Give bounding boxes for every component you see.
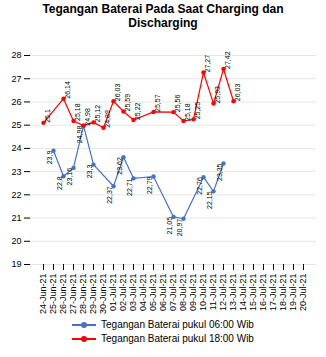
svg-text:25,59: 25,59 bbox=[124, 94, 131, 112]
svg-text:26,03: 26,03 bbox=[234, 83, 241, 101]
svg-text:22,76: 22,76 bbox=[196, 177, 203, 195]
svg-text:22,79: 22,79 bbox=[146, 176, 153, 194]
html-text:Tegangan Baterai pukul 06:00 W: Tegangan Baterai pukul 06:00 Wib bbox=[101, 318, 254, 330]
svg-text:24,98: 24,98 bbox=[76, 125, 83, 143]
svg-text:25,1: 25,1 bbox=[44, 109, 51, 123]
svg-text:08-Jul-21: 08-Jul-21 bbox=[178, 273, 188, 311]
svg-text:24,89: 24,89 bbox=[104, 110, 111, 128]
svg-text:19: 19 bbox=[11, 259, 21, 269]
svg-text:27-Jun-21: 27-Jun-21 bbox=[68, 273, 78, 314]
svg-text:26: 26 bbox=[11, 97, 21, 107]
svg-text:22,37: 22,37 bbox=[106, 186, 113, 204]
svg-text:01-Jul-21: 01-Jul-21 bbox=[108, 273, 118, 311]
svg-text:23,62: 23,62 bbox=[116, 157, 123, 175]
svg-text:20: 20 bbox=[11, 236, 21, 246]
svg-text:24-Jun-21: 24-Jun-21 bbox=[38, 273, 48, 314]
svg-text:25-Jun-21: 25-Jun-21 bbox=[48, 273, 58, 314]
svg-text:24,98: 24,98 bbox=[84, 108, 91, 126]
svg-text:09-Jul-21: 09-Jul-21 bbox=[188, 273, 198, 311]
svg-text:11-Jul-21: 11-Jul-21 bbox=[208, 273, 218, 310]
svg-text:03-Jul-21: 03-Jul-21 bbox=[128, 273, 138, 311]
svg-text:25: 25 bbox=[11, 120, 21, 130]
svg-text:26,03: 26,03 bbox=[114, 83, 121, 101]
svg-text:23: 23 bbox=[11, 166, 21, 176]
svg-text:29-Jun-21: 29-Jun-21 bbox=[88, 273, 98, 314]
svg-text:13-Jul-21: 13-Jul-21 bbox=[228, 273, 238, 311]
svg-text:27,27: 27,27 bbox=[204, 55, 211, 73]
svg-text:25,25: 25,25 bbox=[194, 102, 201, 120]
svg-text:25,22: 25,22 bbox=[134, 102, 141, 120]
svg-text:22,8: 22,8 bbox=[56, 176, 63, 190]
svg-text:20-Jul-21: 20-Jul-21 bbox=[298, 273, 308, 311]
svg-text:25,12: 25,12 bbox=[94, 105, 101, 123]
html-text:Tegangan Baterai pukul 18:00 W: Tegangan Baterai pukul 18:00 Wib bbox=[101, 332, 254, 344]
svg-text:17-Jul-21: 17-Jul-21 bbox=[268, 273, 278, 311]
svg-text:25,93: 25,93 bbox=[214, 86, 221, 104]
svg-text:22: 22 bbox=[11, 189, 21, 199]
svg-text:28-Jun-21: 28-Jun-21 bbox=[78, 273, 88, 314]
svg-text:25,18: 25,18 bbox=[74, 103, 81, 121]
svg-text:27: 27 bbox=[11, 73, 21, 83]
svg-text:07-Jul-21: 07-Jul-21 bbox=[168, 273, 178, 311]
svg-text:12-Jul-21: 12-Jul-21 bbox=[218, 273, 228, 311]
svg-text:23,3: 23,3 bbox=[86, 164, 93, 178]
svg-text:25,56: 25,56 bbox=[174, 94, 181, 112]
svg-text:22,71: 22,71 bbox=[126, 178, 133, 196]
svg-text:06-Jul-21: 06-Jul-21 bbox=[158, 273, 168, 311]
svg-text:21: 21 bbox=[11, 213, 21, 223]
svg-text:02-Jul-21: 02-Jul-21 bbox=[118, 273, 128, 311]
svg-text:04-Jul-21: 04-Jul-21 bbox=[138, 273, 148, 311]
svg-text:23,16: 23,16 bbox=[66, 168, 73, 186]
svg-text:21,05: 21,05 bbox=[166, 217, 173, 235]
svg-text:28: 28 bbox=[11, 50, 21, 60]
html-text:Tegangan Baterai Pada Saat Cha: Tegangan Baterai Pada Saat Charging dan … bbox=[42, 2, 284, 31]
svg-text:25,18: 25,18 bbox=[184, 103, 191, 121]
svg-text:25,57: 25,57 bbox=[154, 94, 161, 112]
svg-text:14-Jul-21: 14-Jul-21 bbox=[238, 273, 248, 311]
svg-text:16-Jul-21: 16-Jul-21 bbox=[258, 273, 268, 311]
svg-text:15-Jul-21: 15-Jul-21 bbox=[248, 273, 258, 311]
svg-text:26,14: 26,14 bbox=[64, 81, 71, 99]
svg-text:19-Jul-21: 19-Jul-21 bbox=[288, 273, 298, 311]
svg-text:23,35: 23,35 bbox=[216, 163, 223, 181]
svg-text:23,9: 23,9 bbox=[46, 150, 53, 164]
svg-text:05-Jul-21: 05-Jul-21 bbox=[148, 273, 158, 311]
svg-text:10-Jul-21: 10-Jul-21 bbox=[198, 273, 208, 311]
svg-text:18-Jul-21: 18-Jul-21 bbox=[278, 273, 288, 311]
svg-text:24: 24 bbox=[11, 143, 21, 153]
svg-text:22,15: 22,15 bbox=[206, 191, 213, 209]
svg-text:20,97: 20,97 bbox=[176, 218, 183, 236]
svg-text:27,42: 27,42 bbox=[224, 51, 231, 69]
svg-text:26-Jun-21: 26-Jun-21 bbox=[58, 273, 68, 314]
svg-text:30-Jun-21: 30-Jun-21 bbox=[98, 273, 108, 314]
